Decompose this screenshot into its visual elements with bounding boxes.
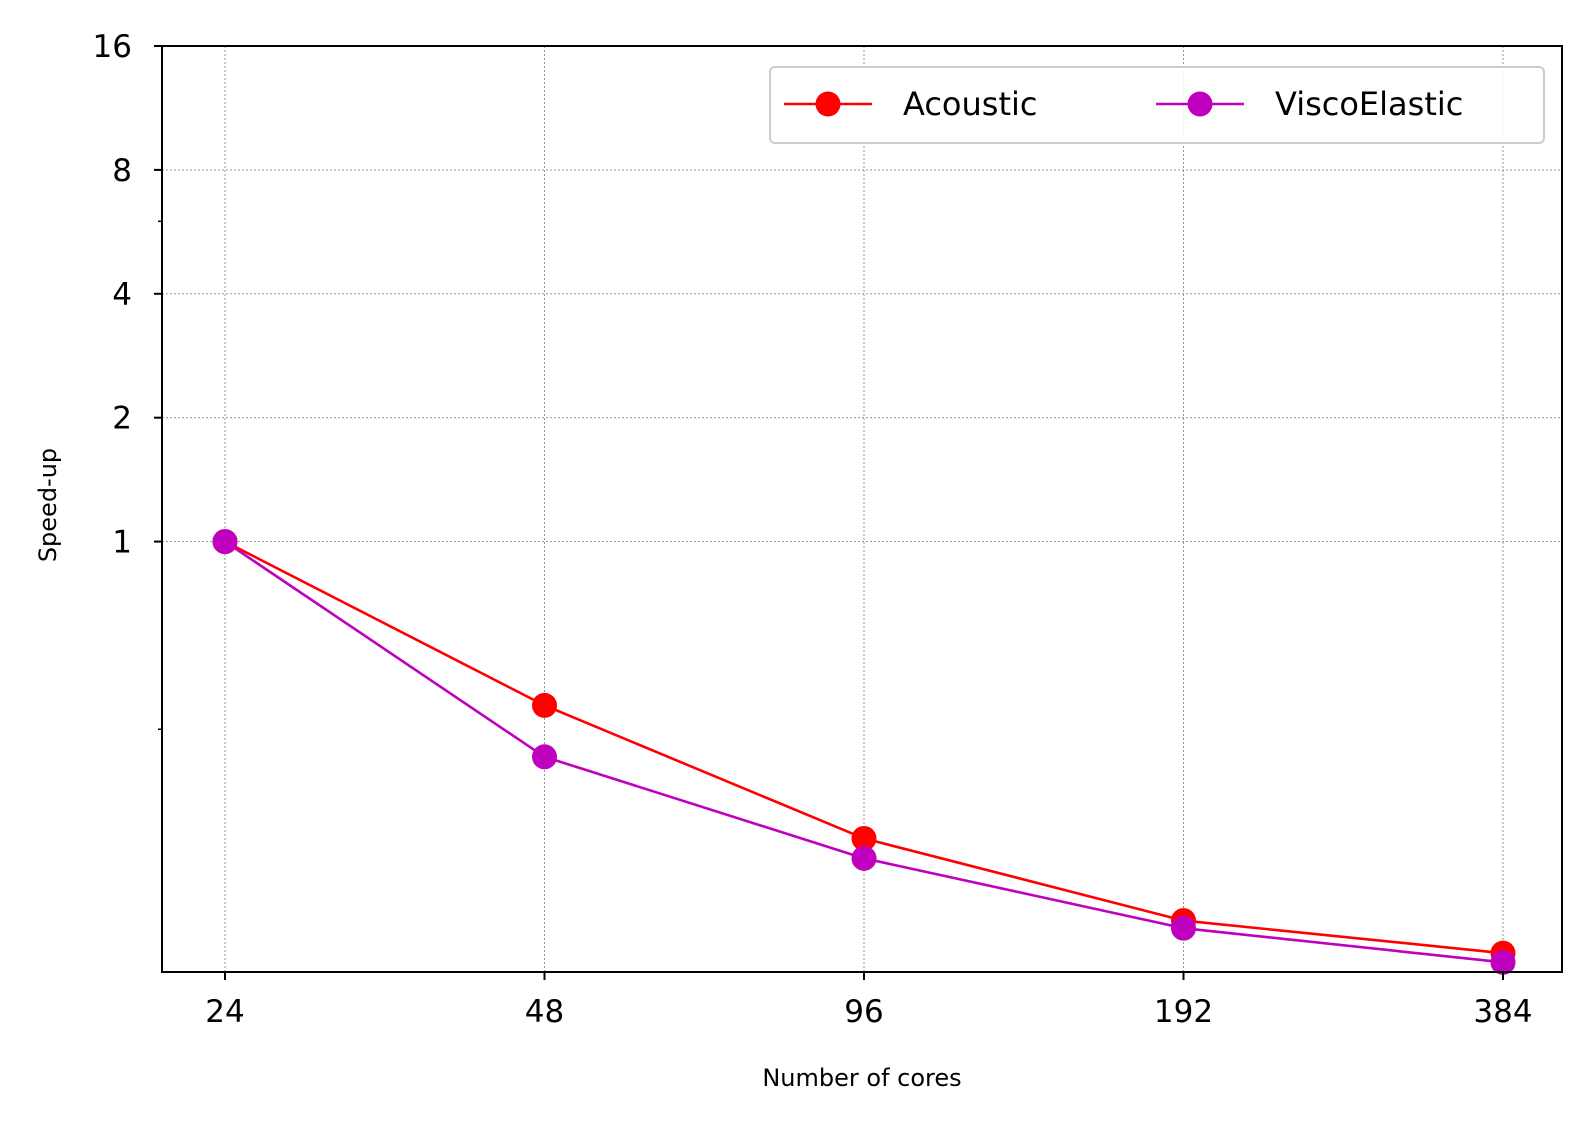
y-tick-label: 2 — [112, 401, 132, 437]
legend-entry: ViscoElastic — [1156, 85, 1463, 123]
y-tick-label: 1 — [112, 525, 132, 561]
plot-frame — [161, 45, 1563, 973]
data-point — [851, 825, 877, 851]
x-tick-label: 96 — [844, 994, 883, 1030]
data-point — [532, 692, 557, 718]
x-axis-label: Number of cores — [762, 1064, 961, 1092]
series-layer — [212, 529, 1516, 975]
data-point — [1171, 915, 1196, 941]
data-point — [851, 845, 877, 871]
legend: Acoustic ViscoElastic — [769, 66, 1545, 144]
y-tick-label: 8 — [112, 153, 132, 189]
data-point — [1490, 949, 1516, 975]
y-tick-label: 16 — [93, 29, 132, 65]
grid — [162, 46, 1562, 972]
legend-marker — [1187, 91, 1213, 117]
y-axis-label: Speed-up — [34, 448, 62, 562]
data-point — [212, 529, 238, 555]
series-viscoelastic — [212, 529, 1516, 975]
x-tick-label: 384 — [1473, 994, 1532, 1030]
x-tick-label: 24 — [205, 994, 244, 1030]
x-tick-label: 192 — [1154, 994, 1213, 1030]
legend-marker — [815, 91, 841, 117]
data-point — [532, 744, 557, 770]
legend-label: Acoustic — [903, 85, 1037, 123]
x-tick-label: 48 — [525, 994, 564, 1030]
y-tick-label: 4 — [112, 277, 132, 313]
legend-label: ViscoElastic — [1275, 85, 1463, 123]
legend-entry: Acoustic — [784, 85, 1037, 123]
